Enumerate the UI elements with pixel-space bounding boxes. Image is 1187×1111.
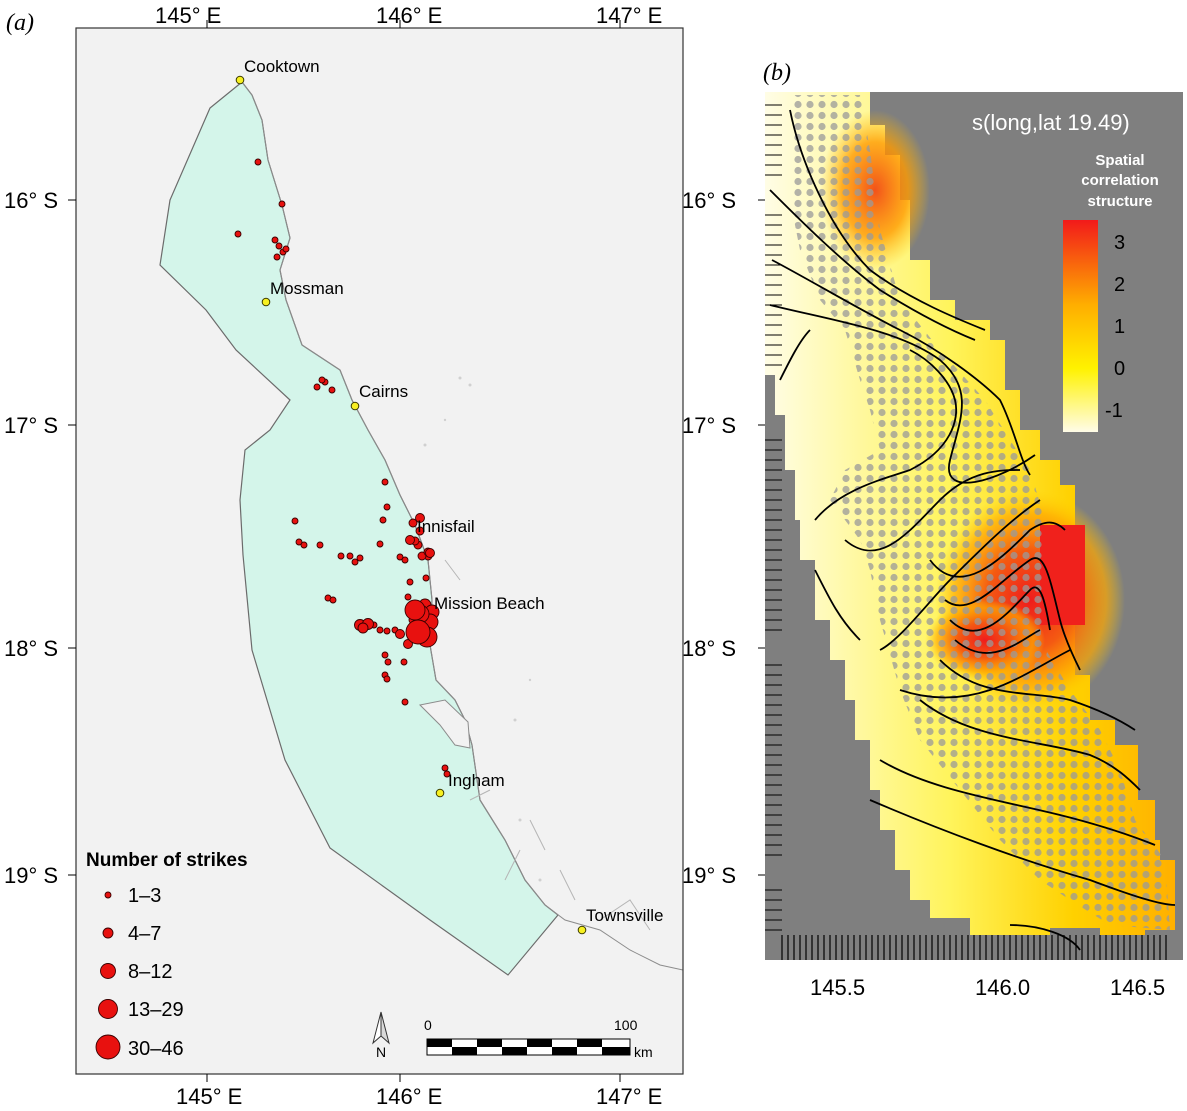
colorbar-tick-neg1: -1: [1105, 400, 1123, 422]
strike-points: [234, 158, 451, 778]
legend-title-line-2: correlation: [1081, 172, 1159, 189]
hinchinbrook-island: [418, 699, 471, 749]
scale-start-label: 0: [424, 1017, 432, 1033]
panel-b-lat-tick-1: 16° S: [682, 188, 736, 213]
panel-b-lon-tick-3: 146.5: [1110, 975, 1165, 1000]
scale-end-label: 100: [614, 1017, 638, 1033]
legend-title-line-1: Spatial: [1095, 152, 1144, 169]
legend-label-3: 8–12: [128, 961, 173, 983]
reef-islands: [423, 376, 542, 882]
scale-bar: 0 100 km: [424, 1017, 653, 1060]
panel-b-axis-ticks: [758, 199, 765, 876]
town-markers: [235, 75, 587, 935]
lon-tick-top-2: 146° E: [376, 3, 442, 28]
panel-a-map: (a) 145° E 146° E: [4, 3, 684, 1109]
lat-tick-2: 17° S: [4, 413, 58, 438]
rug-left: [765, 104, 782, 931]
legend-label-5: 30–46: [128, 1038, 184, 1060]
panel-a-lon-ticks: [68, 20, 621, 1082]
town-label-cairns: Cairns: [359, 382, 408, 401]
town-label-innisfail: Innisfail: [417, 517, 475, 536]
colorbar-tick-2: 2: [1114, 274, 1125, 296]
rivers: [444, 559, 651, 931]
town-label-cooktown: Cooktown: [244, 57, 320, 76]
colorbar-tick-0: 0: [1114, 358, 1125, 380]
north-arrow-icon: N: [372, 1011, 390, 1060]
colorbar-tick-1: 1: [1114, 316, 1125, 338]
panel-b-title: s(long,lat 19.49): [972, 110, 1130, 135]
legend-label-4: 13–29: [128, 999, 184, 1021]
legend-symbol-1: [104, 891, 112, 899]
strike-legend: Number of strikes 1–3 4–7 8–12 13–29 30–…: [86, 850, 248, 1060]
town-label-ingham: Ingham: [448, 771, 505, 790]
colorbar: [1063, 220, 1098, 432]
panel-b-lon-tick-2: 146.0: [975, 975, 1030, 1000]
observation-points: [790, 95, 1170, 930]
panel-b-lat-tick-3: 18° S: [682, 636, 736, 661]
legend-label-1: 1–3: [128, 885, 161, 907]
town-label-townsville: Townsville: [586, 906, 663, 925]
town-label-mossman: Mossman: [270, 279, 344, 298]
legend-symbol-3: [100, 963, 116, 979]
panel-a-border: [75, 27, 684, 1075]
lat-tick-3: 18° S: [4, 636, 58, 661]
panel-b-label: (b): [763, 60, 791, 86]
contour-lines: [769, 109, 1176, 951]
legend-label-2: 4–7: [128, 923, 161, 945]
panel-b-smooth-map: (b): [682, 60, 1183, 1000]
lon-tick-bottom-2: 146° E: [376, 1084, 442, 1109]
rug-bottom: [781, 935, 1167, 960]
legend-symbol-4: [98, 999, 118, 1019]
lat-tick-4: 19° S: [4, 863, 58, 888]
panel-b-lon-tick-1: 145.5: [810, 975, 865, 1000]
town-label-mission-beach: Mission Beach: [434, 594, 545, 613]
lon-tick-bottom-3: 147° E: [596, 1084, 662, 1109]
lon-tick-bottom-1: 145° E: [176, 1084, 242, 1109]
panel-b-lat-tick-4: 19° S: [682, 863, 736, 888]
legend-symbol-2: [102, 927, 114, 939]
legend-symbol-5: [95, 1034, 121, 1060]
panel-b-lat-tick-2: 17° S: [682, 413, 736, 438]
scale-unit-label: km: [634, 1044, 653, 1060]
north-label: N: [376, 1044, 386, 1060]
lon-tick-top-3: 147° E: [596, 3, 662, 28]
lon-tick-top-1: 145° E: [155, 3, 221, 28]
legend-title: Number of strikes: [86, 850, 248, 871]
legend-title-line-3: structure: [1087, 193, 1152, 210]
lat-tick-1: 16° S: [4, 188, 58, 213]
panel-a-label: (a): [6, 10, 34, 36]
colorbar-tick-3: 3: [1114, 232, 1125, 254]
